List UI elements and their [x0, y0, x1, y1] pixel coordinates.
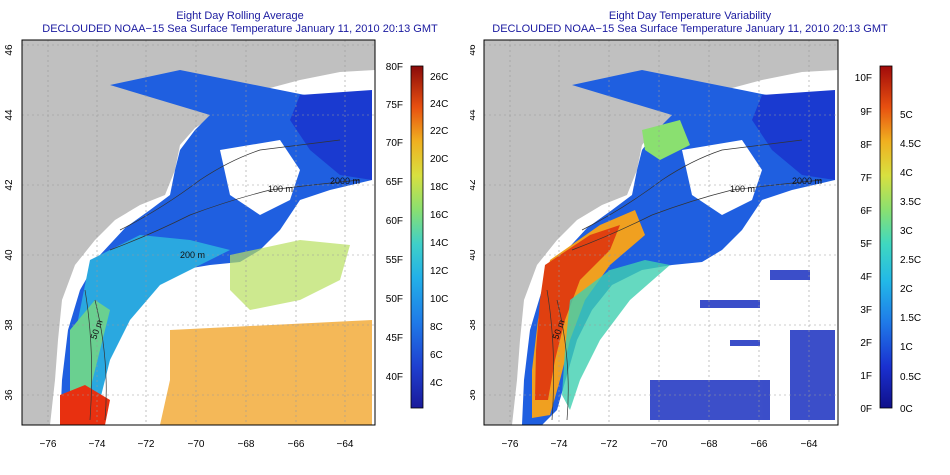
left-map-title: Eight Day Rolling Average DECLOUDED NOAA… [10, 10, 470, 36]
colorbar-tick-c: 16C [430, 210, 448, 221]
colorbar-tick-f: 5F [860, 239, 872, 250]
lat-tick: 46 [470, 44, 478, 56]
lat-tick: 38 [4, 319, 15, 331]
colorbar-tick-c: 24C [430, 99, 448, 110]
right-colorbar [879, 65, 893, 409]
lon-tick: −66 [288, 439, 305, 450]
lat-tick: 44 [4, 109, 15, 121]
colorbar-tick-f: 2F [860, 338, 872, 349]
contour-label: 100 m [268, 184, 293, 194]
colorbar-tick-f: 10F [855, 73, 872, 84]
colorbar-tick-c: 14C [430, 238, 448, 249]
lat-tick: 46 [4, 44, 15, 56]
colorbar-tick-f: 65F [386, 177, 403, 188]
lon-tick: −76 [40, 439, 57, 450]
lon-tick: −76 [502, 439, 519, 450]
lon-tick: −72 [138, 439, 155, 450]
colorbar-tick-f: 9F [860, 107, 872, 118]
colorbar-tick-c: 8C [430, 322, 443, 333]
right-map: 100 m 2000 m 50 m −76 −74 −72 −70 −68 −6… [470, 39, 921, 450]
lon-tick: −72 [601, 439, 618, 450]
right-map-title: Eight Day Temperature Variability DECLOU… [470, 10, 910, 36]
contour-label: 2000 m [792, 176, 822, 186]
lat-tick: 40 [470, 249, 478, 261]
lon-tick: −64 [801, 439, 818, 450]
left-map-title-line2: DECLOUDED NOAA−15 Sea Surface Temperatur… [42, 23, 438, 35]
colorbar-tick-c: 1C [900, 342, 913, 353]
colorbar-tick-c: 0.5C [900, 372, 921, 383]
colorbar-tick-f: 50F [386, 294, 403, 305]
lon-tick: −68 [701, 439, 718, 450]
colorbar-tick-f: 4F [860, 272, 872, 283]
lat-tick: 40 [4, 249, 15, 261]
colorbar-tick-f: 6F [860, 206, 872, 217]
lon-tick: −74 [551, 439, 568, 450]
land-mass [22, 40, 375, 425]
lon-tick: −68 [238, 439, 255, 450]
colorbar-tick-f: 40F [386, 372, 403, 383]
colorbar-tick-c: 22C [430, 126, 448, 137]
right-map-title-line1: Eight Day Temperature Variability [608, 10, 772, 22]
lat-tick: 42 [4, 179, 15, 191]
colorbar-tick-f: 55F [386, 255, 403, 266]
colorbar-tick-c: 2.5C [900, 255, 921, 266]
colorbar-tick-f: 7F [860, 173, 872, 184]
colorbar-tick-f: 45F [386, 333, 403, 344]
colorbar-tick-c: 2C [900, 284, 913, 295]
colorbar-tick-c: 4C [900, 168, 913, 179]
colorbar-tick-c: 3.5C [900, 197, 921, 208]
lat-tick: 38 [470, 319, 478, 331]
left-map: 100 m 2000 m 200 m 50 m −76 −74 −72 −70 … [4, 39, 448, 450]
colorbar-tick-c: 4.5C [900, 139, 921, 150]
contour-label: 100 m [730, 184, 755, 194]
lat-tick: 42 [470, 179, 478, 191]
colorbar-tick-c: 6C [430, 350, 443, 361]
colorbar-tick-c: 10C [430, 294, 448, 305]
contour-label: 200 m [180, 250, 205, 260]
colorbar-tick-c: 4C [430, 378, 443, 389]
lon-tick: −70 [188, 439, 205, 450]
colorbar-tick-f: 60F [386, 216, 403, 227]
lon-tick: −70 [651, 439, 668, 450]
colorbar-tick-c: 18C [430, 182, 448, 193]
left-colorbar [410, 65, 424, 409]
colorbar-tick-c: 26C [430, 72, 448, 83]
colorbar-tick-c: 12C [430, 266, 448, 277]
lon-tick: −64 [337, 439, 354, 450]
colorbar-tick-f: 75F [386, 100, 403, 111]
contour-label: 2000 m [330, 176, 360, 186]
lat-tick: 44 [470, 109, 478, 121]
lat-tick: 36 [4, 389, 15, 401]
colorbar-tick-f: 80F [386, 62, 403, 73]
lon-tick: −74 [89, 439, 106, 450]
colorbar-tick-c: 20C [430, 154, 448, 165]
colorbar-tick-f: 0F [860, 404, 872, 415]
colorbar-tick-f: 8F [860, 140, 872, 151]
colorbar-tick-c: 1.5C [900, 313, 921, 324]
land-mass [484, 40, 838, 425]
lon-tick: −66 [751, 439, 768, 450]
colorbar-tick-c: 5C [900, 110, 913, 121]
colorbar-tick-c: 0C [900, 404, 913, 415]
left-map-title-line1: Eight Day Rolling Average [176, 10, 304, 22]
colorbar-tick-c: 3C [900, 226, 913, 237]
right-map-title-line2: DECLOUDED NOAA−15 Sea Surface Temperatur… [492, 23, 888, 35]
colorbar-tick-f: 1F [860, 371, 872, 382]
lat-tick: 36 [470, 389, 478, 401]
colorbar-tick-f: 3F [860, 305, 872, 316]
colorbar-tick-f: 70F [386, 138, 403, 149]
